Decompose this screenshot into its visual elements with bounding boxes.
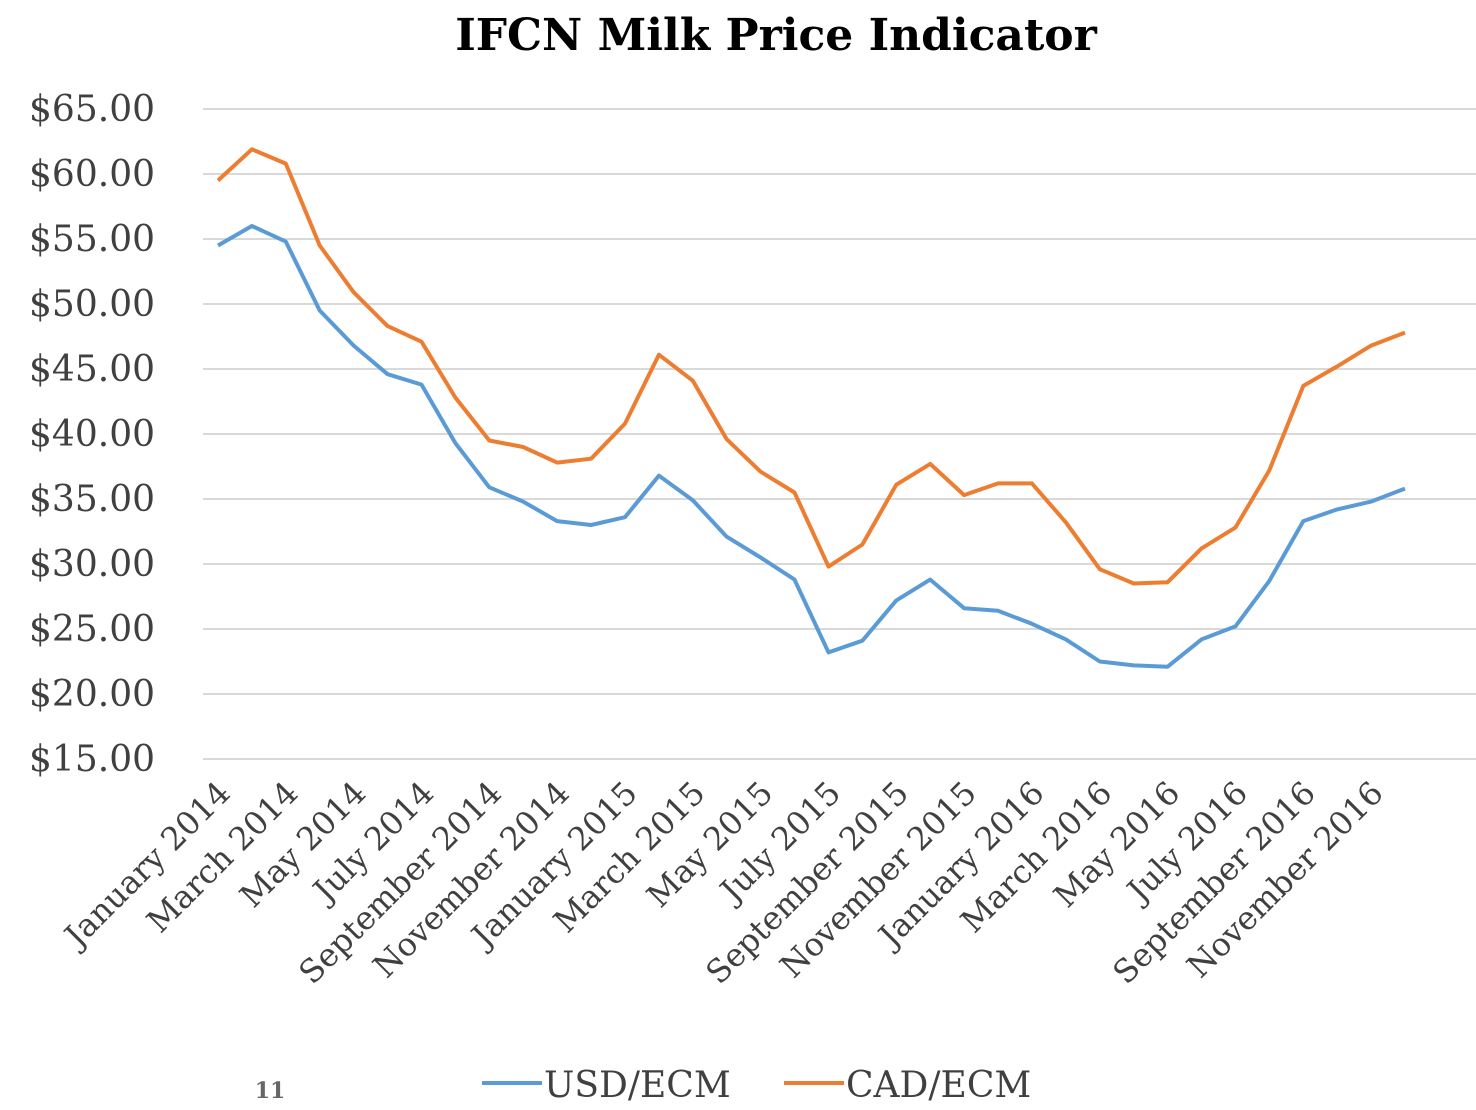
y-tick-label: $35.00	[29, 479, 155, 520]
y-tick-label: $25.00	[29, 609, 155, 650]
y-tick-label: $15.00	[29, 739, 155, 780]
chart-title: IFCN Milk Price Indicator	[455, 10, 1097, 61]
y-tick-label: $45.00	[29, 349, 155, 390]
y-tick-label: $20.00	[29, 674, 155, 715]
y-tick-label: $50.00	[29, 284, 155, 325]
y-tick-label: $30.00	[29, 544, 155, 585]
legend-label: USD/ECM	[544, 1065, 731, 1106]
series-line	[216, 147, 1406, 586]
y-tick-label: $40.00	[29, 414, 155, 455]
y-tick-label: $55.00	[29, 219, 155, 260]
y-tick-label: $65.00	[29, 89, 155, 130]
page-number: 11	[255, 1078, 286, 1104]
y-tick-label: $60.00	[29, 154, 155, 195]
series-line	[217, 224, 1406, 669]
legend-label: CAD/ECM	[846, 1065, 1031, 1106]
